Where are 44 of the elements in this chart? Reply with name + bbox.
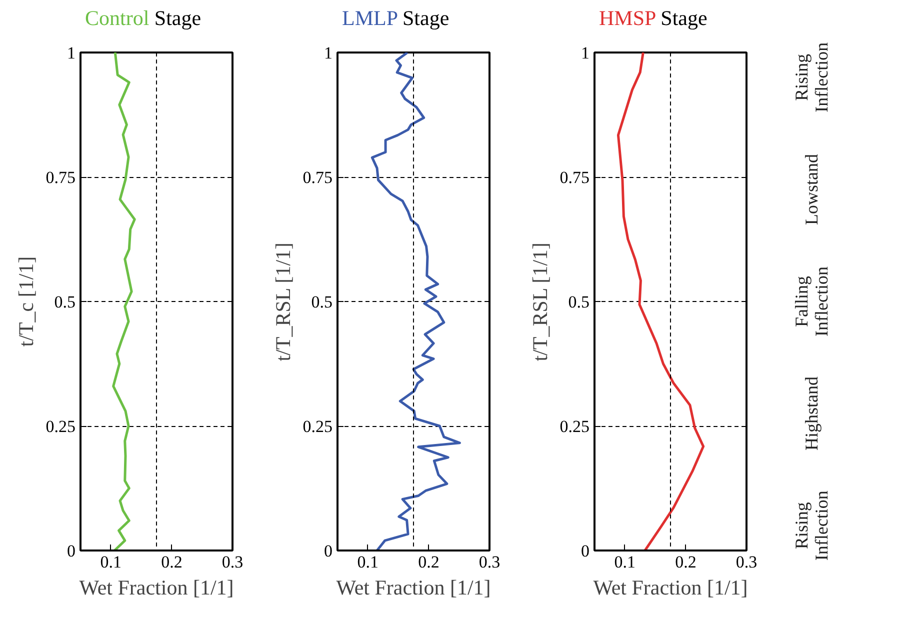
- x-tick-label: 0.3: [222, 552, 244, 572]
- text: Lowstand: [802, 154, 822, 225]
- y-axis-title: t/T_RSL [1/1]: [528, 242, 552, 362]
- x-axis-title: Wet Fraction [1/1]: [336, 576, 491, 600]
- chart-title: Stage: [402, 6, 450, 30]
- line-series: [112, 52, 136, 550]
- x-tick-label: 0.1: [100, 552, 122, 572]
- y-axis-title: t/T_RSL [1/1]: [270, 242, 295, 362]
- y-tick-label: 0: [581, 542, 590, 560]
- series-label: Control: [85, 6, 150, 30]
- text: Rising Inflection: [792, 490, 832, 561]
- y-tick-label: 0.75: [46, 168, 76, 187]
- series-label: HMSP: [599, 6, 656, 30]
- y-tick-label: 0.5: [568, 292, 590, 312]
- y-tick-label: 0.75: [302, 168, 332, 187]
- x-axis-title: Wet Fraction [1/1]: [593, 576, 748, 600]
- x-tick-label: 0.2: [161, 552, 182, 572]
- x-axis-title: Wet Fraction [1/1]: [79, 576, 234, 600]
- y-tick-label: 0.5: [311, 292, 332, 312]
- text: Highstand: [802, 376, 822, 451]
- y-tick-label: 1: [324, 44, 332, 62]
- x-tick-label: 0.2: [675, 552, 696, 572]
- text: Falling Inflection: [792, 266, 832, 336]
- x-tick-label: 0.1: [357, 552, 379, 572]
- x-tick-label: 0.1: [614, 552, 636, 572]
- y-tick-label: 0.25: [302, 417, 332, 436]
- y-tick-label: 0: [67, 542, 76, 560]
- y-tick-label: 0.25: [560, 417, 590, 436]
- y-tick-label: 1: [581, 44, 590, 62]
- x-tick-label: 0.2: [418, 552, 440, 572]
- y-tick-label: 1: [67, 44, 76, 62]
- x-tick-label: 0.3: [736, 552, 758, 572]
- line-series: [616, 52, 705, 550]
- line-series: [370, 52, 461, 550]
- x-tick-label: 0.3: [478, 552, 500, 572]
- y-tick-label: 0.5: [54, 292, 76, 312]
- text: Rising Inflection: [792, 42, 832, 112]
- series-label: LMLP: [342, 6, 398, 30]
- y-tick-label: 0.75: [560, 168, 590, 187]
- chart-title: Stage: [154, 6, 202, 30]
- y-axis-title: t/T_c [1/1]: [14, 256, 38, 347]
- y-tick-label: 0.25: [46, 417, 76, 436]
- y-tick-label: 0: [324, 542, 332, 560]
- chart-title: Stage: [660, 6, 708, 30]
